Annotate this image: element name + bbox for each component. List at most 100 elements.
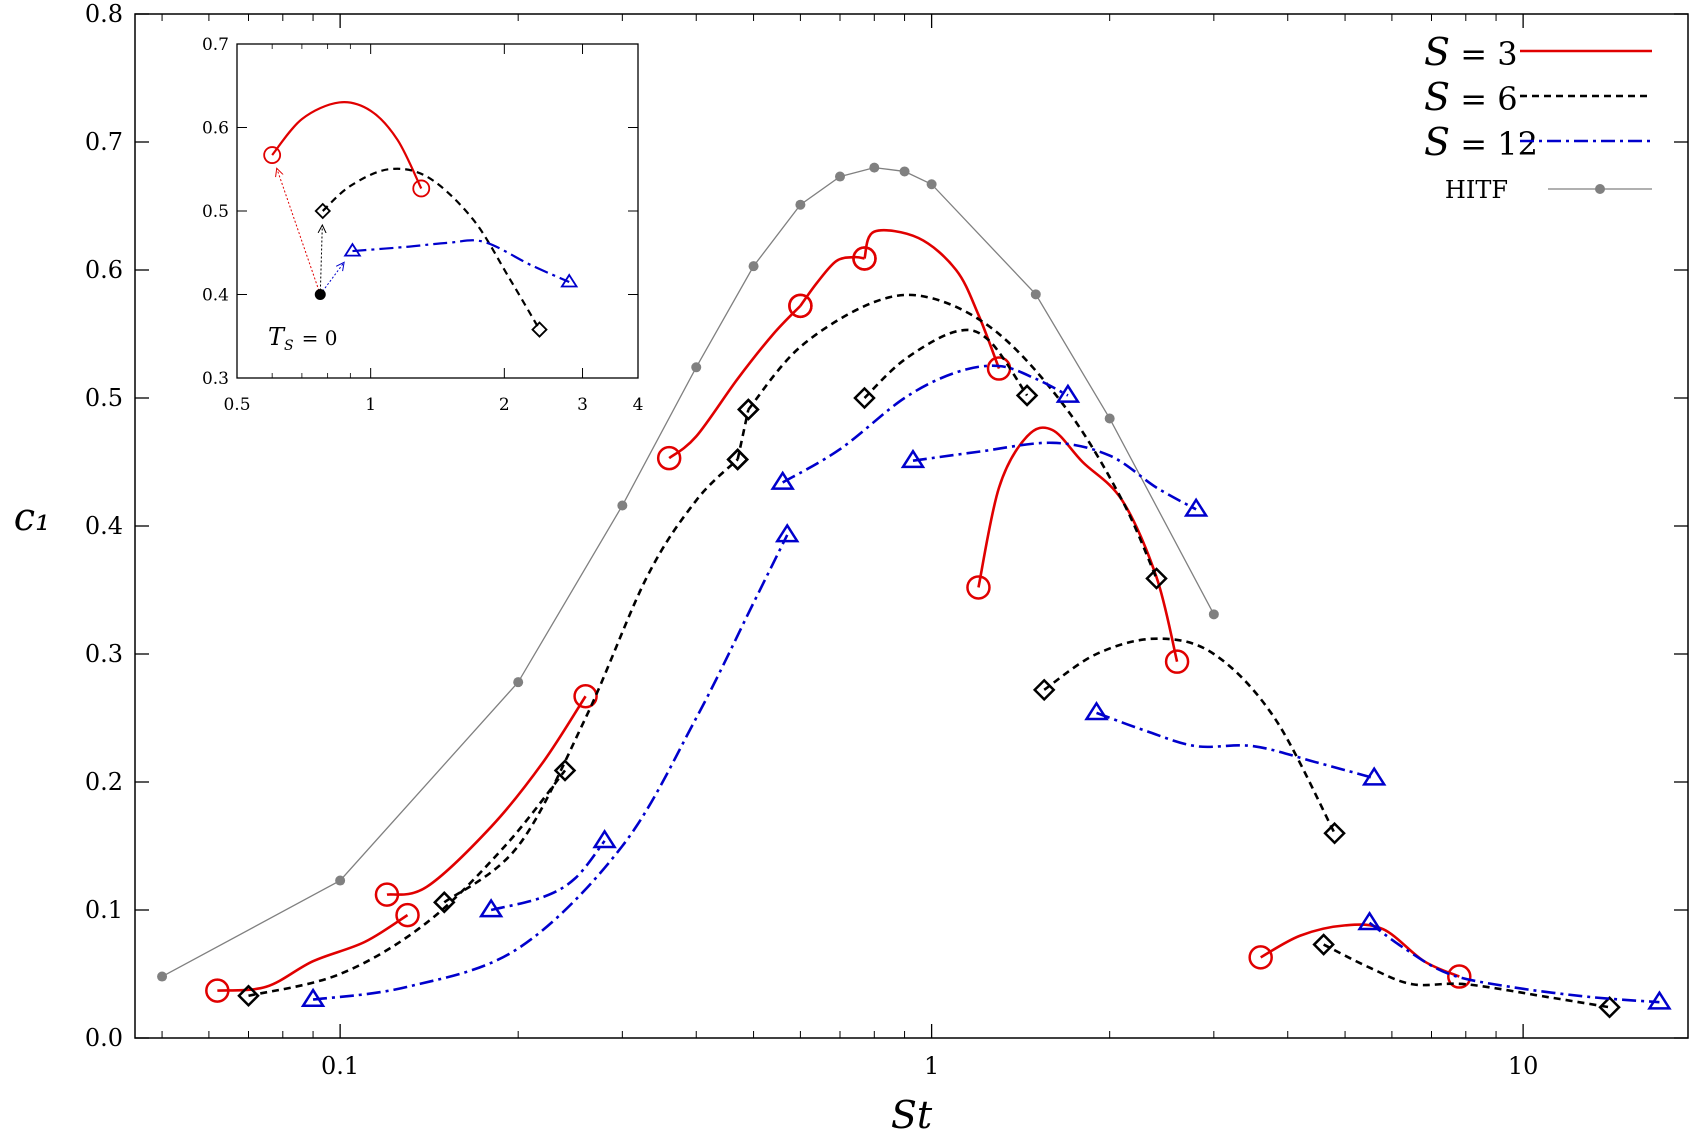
inset-diamond-marker [531,321,548,338]
hitf-dot-marker [795,199,806,210]
inset-curve [352,239,570,283]
series-triangle-marker [1361,766,1387,786]
inset-arrow [320,225,322,295]
series-curve [1096,711,1375,780]
series-circle-marker [1164,649,1190,674]
series-triangle-marker [900,448,926,469]
inset-curve [271,101,423,189]
legend-label: S = 12 [1424,120,1538,164]
series-curve [977,426,1179,662]
legend-entry: HITF [1445,176,1652,204]
inset-series-s12 [319,239,579,295]
y-tick-label: 0.5 [85,384,123,412]
series-curve [863,228,1001,370]
hitf-line [161,166,1215,978]
hitf-dot-marker [1030,289,1041,300]
series-curve [912,441,1197,511]
series-curve [443,458,739,904]
series-triangle-marker [1183,497,1209,517]
series-diamond-marker [1323,821,1346,845]
series-circle-marker [374,882,400,907]
hitf-dot-marker [869,162,880,173]
inset-y-tick-label: 0.7 [202,35,229,55]
series-diamond-marker [853,386,876,410]
inset-arrow [319,262,344,295]
hitf-dot-marker [748,261,759,272]
hitf-dot-marker [899,166,910,177]
series-circle-marker [656,445,682,471]
series-curve [747,293,1158,580]
series-diamond-marker [1015,384,1039,407]
x-axis-title: St [891,1093,933,1136]
hitf-dot-marker [1208,609,1219,620]
x-tick-label: 1 [924,1052,939,1080]
inset-x-tick-label: 2 [499,395,510,415]
hitf-dot-marker [157,971,168,982]
main-plot: 0.0 0.1 0.2 0.3 0.4 0.5 0.6 0.7 0.8 0.1 1 10 [85,0,1689,1080]
legend-label: S = 6 [1424,75,1518,119]
inset-x-tick-label: 3 [577,395,588,415]
inset-y-tick-label: 0.4 [202,286,229,306]
series-circle-marker [395,902,420,928]
series-hitf [157,162,1219,982]
inset-series-s3 [263,101,431,295]
inset-y-tick-label: 0.6 [202,119,229,139]
inset-series-s6 [314,167,548,338]
legend-entry: S = 12 [1424,120,1652,164]
hitf-dot-marker [617,500,628,511]
series-curve [1368,921,1660,1004]
series-triangle-marker [1647,990,1672,1010]
inset-y-tick-label: 0.5 [202,202,229,222]
inset-x-tick-label: 4 [633,395,644,415]
series-circle-marker [205,978,230,1003]
inset-frame [236,43,639,379]
inset-circle-marker [263,146,282,164]
y-axis-title: c₁ [14,495,51,539]
inset-triangle-marker [343,242,362,257]
series-diamond-marker [237,984,260,1008]
series-triangle-marker [774,523,800,543]
series-diamond-marker [737,398,760,421]
series-triangle-marker [300,987,326,1008]
y-tick-label: 0.6 [85,256,123,284]
series-curve [386,695,587,896]
series-diamond-marker [1032,678,1056,702]
inset-circle-marker [412,179,431,198]
series-triangle-marker [1357,910,1382,931]
y-tick-label: 0.3 [85,640,123,668]
legend: S = 3S = 6S = 12 HITF [1424,30,1652,204]
series-triangle-marker [1055,383,1081,403]
series-curve [1260,923,1460,978]
inset-annotation: TS = 0 [268,323,337,354]
inset-y-tick-label: 0.3 [202,369,229,389]
series-triangle-marker [1084,701,1109,721]
y-tick-label: 0.8 [85,0,123,28]
y-tick-label: 0.1 [85,896,123,924]
series-diamond-marker [433,891,456,914]
inset-triangle-marker [560,273,579,288]
legend-label: S = 3 [1424,30,1518,74]
series-circle-marker [966,575,991,600]
series-curve [863,328,1029,399]
y-tick-label: 0.0 [85,1024,123,1052]
series-triangle-marker [770,470,795,490]
series-triangle-marker [478,898,504,918]
series-curve [668,304,802,460]
inset-origin-point [314,289,326,300]
inset-x-tick-label: 0.5 [223,395,250,415]
series-triangle-marker [592,829,617,849]
hitf-dot-marker [335,875,346,886]
legend-entry: S = 3 [1424,30,1652,74]
y-tick-label: 0.4 [85,512,123,540]
series-circle-marker [1248,945,1273,970]
series-diamond-marker [1145,567,1168,590]
series-curve [1043,637,1336,834]
legend-entry: S = 6 [1424,75,1652,119]
series-s6 [237,293,1621,1019]
legend-label: HITF [1445,176,1508,204]
inset-curve [322,167,541,331]
series-diamond-marker [1598,996,1621,1019]
inset-diamond-marker [314,202,332,220]
series-circle-marker [1447,964,1472,989]
